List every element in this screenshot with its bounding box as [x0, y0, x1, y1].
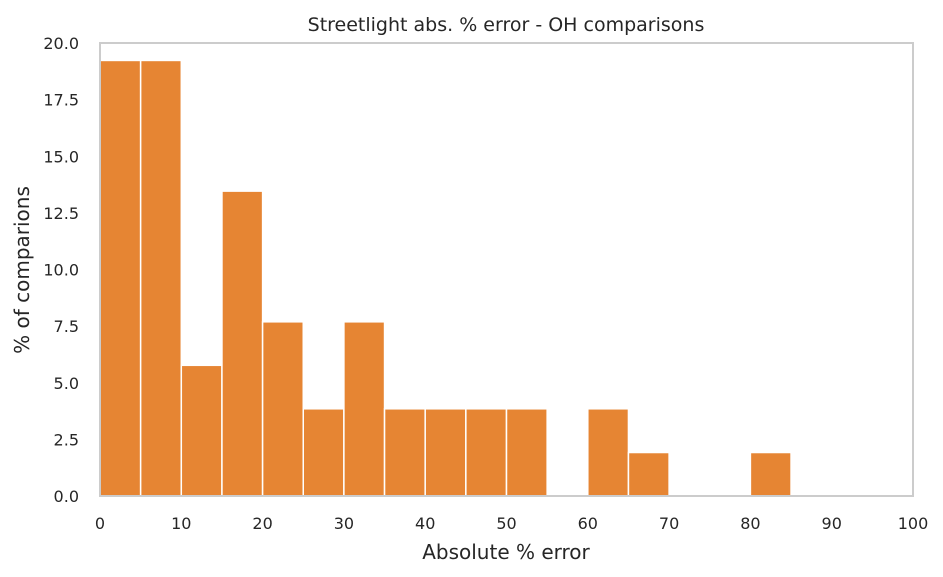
x-tick-label: 80 — [740, 514, 760, 533]
histogram-bar — [465, 408, 508, 497]
y-axis-ticks: 0.0 2.5 5.0 7.5 10.0 12.5 15.0 17.5 20.0 — [43, 34, 79, 506]
histogram-bar — [343, 321, 386, 497]
x-axis-ticks: 0 10 20 30 40 50 60 70 80 90 100 — [95, 514, 928, 533]
y-tick-label: 17.5 — [43, 91, 79, 110]
x-tick-label: 90 — [822, 514, 842, 533]
x-tick-label: 10 — [171, 514, 191, 533]
histogram-bar — [505, 408, 548, 497]
histogram-bar — [221, 190, 264, 497]
y-tick-label: 15.0 — [43, 147, 79, 166]
x-tick-label: 60 — [578, 514, 598, 533]
y-tick-label: 20.0 — [43, 34, 79, 53]
x-tick-label: 20 — [252, 514, 272, 533]
histogram-bar — [749, 451, 792, 497]
y-tick-label: 10.0 — [43, 261, 79, 280]
y-tick-label: 12.5 — [43, 204, 79, 223]
x-tick-label: 70 — [659, 514, 679, 533]
histogram-bar — [302, 408, 345, 497]
histogram-bar — [587, 408, 630, 497]
histogram-bar — [261, 321, 305, 497]
chart-title: Streetlight abs. % error - OH comparison… — [308, 14, 705, 36]
y-tick-label: 7.5 — [54, 317, 79, 336]
histogram-bar — [383, 408, 426, 497]
histogram-bar — [99, 59, 142, 497]
plot-frame — [99, 42, 914, 497]
x-tick-label: 0 — [95, 514, 105, 533]
histogram-bar — [627, 451, 670, 497]
y-axis-title: % of comparions — [10, 186, 34, 354]
histogram-bar — [424, 408, 467, 497]
bars — [99, 59, 792, 497]
y-tick-label: 5.0 — [54, 374, 79, 393]
histogram-bar — [180, 364, 223, 497]
x-tick-label: 30 — [334, 514, 354, 533]
x-tick-label: 40 — [415, 514, 435, 533]
histogram-bar — [139, 59, 183, 497]
x-tick-label: 100 — [898, 514, 929, 533]
x-axis-title: Absolute % error — [422, 540, 590, 564]
y-tick-label: 0.0 — [54, 487, 79, 506]
y-tick-label: 2.5 — [54, 430, 79, 449]
x-tick-label: 50 — [496, 514, 516, 533]
